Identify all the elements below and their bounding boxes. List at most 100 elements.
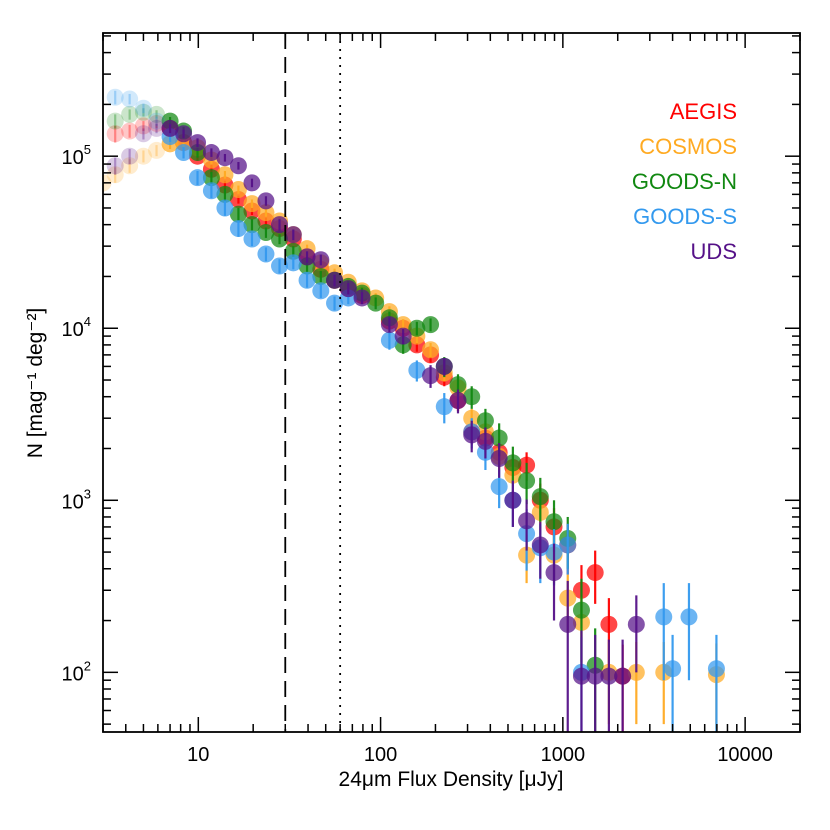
legend-entry-uds: UDS: [691, 239, 737, 264]
data-point: [216, 166, 234, 184]
data-point: [463, 388, 481, 406]
data-point: [664, 660, 682, 678]
data-point: [134, 147, 152, 165]
data-point: [257, 204, 275, 222]
data-point: [257, 224, 275, 242]
data-point: [449, 376, 467, 394]
data-point: [175, 144, 193, 162]
data-point: [680, 608, 698, 626]
data-point: [271, 257, 289, 275]
data-point: [229, 157, 247, 175]
data-point: [216, 149, 234, 167]
data-point: [106, 166, 124, 184]
data-point: [545, 513, 563, 531]
data-point: [312, 267, 330, 285]
data-point: [148, 141, 166, 159]
data-point: [106, 112, 124, 130]
data-point: [572, 601, 590, 619]
data-point: [380, 316, 398, 334]
data-point: [106, 157, 124, 175]
plot-frame: [102, 32, 801, 733]
data-point: [559, 536, 577, 554]
data-point: [106, 125, 124, 143]
data-point: [121, 105, 139, 123]
data-point: [586, 667, 604, 685]
data-point: [243, 195, 261, 213]
data-point: [476, 432, 494, 450]
data-point: [380, 331, 398, 349]
data-point: [707, 660, 725, 678]
x-axis-tick-labels: 10 100 1000 10000: [187, 744, 773, 766]
data-point: [490, 478, 508, 496]
data-point: [284, 254, 302, 272]
data-point: [298, 248, 316, 266]
data-point: [271, 230, 289, 248]
data-point: [504, 491, 522, 509]
data-point: [614, 667, 632, 685]
data-point: [326, 271, 344, 289]
data-point: [531, 536, 549, 554]
data-point: [121, 157, 139, 175]
data-point: [134, 99, 152, 117]
data-point: [449, 392, 467, 410]
data-point: [134, 117, 152, 135]
data-point: [134, 103, 152, 121]
data-point: [202, 182, 220, 200]
data-point: [435, 357, 453, 375]
data-point: [518, 472, 536, 490]
data-point: [435, 398, 453, 416]
reference-lines: [284, 33, 342, 732]
data-point: [326, 294, 344, 312]
data-point: [257, 192, 275, 210]
data-point: [504, 454, 522, 472]
x-tick-label: 100: [364, 744, 397, 766]
data-point: [229, 181, 247, 199]
data-point: [148, 112, 166, 130]
data-point: [572, 667, 590, 685]
data-point: [271, 216, 289, 234]
data-point: [121, 90, 139, 108]
data-point: [545, 564, 563, 582]
y-tick-label: 103: [62, 486, 91, 513]
data-point: [339, 280, 357, 298]
legend-entry-cosmos: COSMOS: [639, 134, 737, 159]
data-point: [148, 105, 166, 123]
data-point: [600, 667, 618, 685]
data-point: [531, 488, 549, 506]
data-point: [243, 230, 261, 248]
data-point: [408, 361, 426, 379]
data-point: [559, 615, 577, 633]
legend-entry-goods-n: GOODS-N: [632, 169, 737, 194]
data-point: [257, 245, 275, 263]
series-aegis: [106, 114, 632, 732]
data-point: [586, 564, 604, 582]
legend-entry-goods-s: GOODS-S: [633, 204, 737, 229]
data-point: [476, 412, 494, 430]
data-point: [202, 169, 220, 187]
data-point: [229, 205, 247, 223]
x-axis-label: 24μm Flux Density [μJy]: [339, 768, 564, 791]
y-tick-label: 102: [62, 658, 91, 685]
series-cosmos: [103, 134, 725, 729]
data-point: [175, 125, 193, 143]
data-point: [148, 114, 166, 132]
data-point: [284, 226, 302, 244]
series-uds: [106, 119, 645, 732]
data-point: [216, 185, 234, 203]
data-point: [134, 125, 152, 143]
data-point: [312, 282, 330, 300]
data-point: [518, 512, 536, 530]
data-point: [600, 615, 618, 633]
data-point: [229, 219, 247, 237]
data-point: [298, 271, 316, 289]
data-point: [121, 147, 139, 165]
data-point: [161, 119, 179, 137]
data-point: [189, 169, 207, 187]
data-point: [312, 251, 330, 269]
data-point: [490, 429, 508, 447]
data-point: [189, 134, 207, 152]
data-point: [106, 88, 124, 106]
x-tick-label: 10: [187, 744, 209, 766]
data-point: [627, 615, 645, 633]
y-axis-label: N [mag⁻¹ deg⁻²]: [24, 308, 47, 459]
